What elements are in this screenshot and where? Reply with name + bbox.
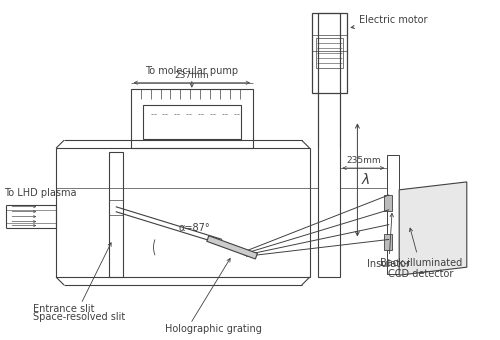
Text: Electric motor: Electric motor (351, 15, 428, 29)
Text: α=87°: α=87° (178, 222, 210, 233)
Bar (109, 152, 122, 277)
Text: To molecular pump: To molecular pump (146, 66, 238, 87)
Bar (318, 13, 340, 277)
Bar (384, 235, 392, 250)
Bar (384, 195, 392, 211)
Bar (130, 89, 253, 148)
Text: Space-resolved slit: Space-resolved slit (33, 312, 126, 322)
Polygon shape (399, 182, 467, 275)
Text: Back-illuminated
CCD detector: Back-illuminated CCD detector (380, 228, 462, 279)
Bar (142, 104, 241, 139)
Text: λ: λ (362, 173, 370, 187)
Text: Entrance slit: Entrance slit (33, 304, 94, 314)
Bar (56, 148, 310, 277)
Text: 237mm: 237mm (174, 71, 209, 80)
Text: To LHD plasma: To LHD plasma (4, 188, 77, 198)
Bar (387, 155, 399, 274)
Polygon shape (207, 236, 258, 259)
Text: Holographic grating: Holographic grating (166, 324, 262, 334)
Text: 235mm: 235mm (346, 156, 380, 165)
Bar (316, 38, 344, 68)
Bar (312, 13, 348, 92)
Text: Insulator: Insulator (368, 214, 410, 269)
Bar (404, 195, 462, 265)
